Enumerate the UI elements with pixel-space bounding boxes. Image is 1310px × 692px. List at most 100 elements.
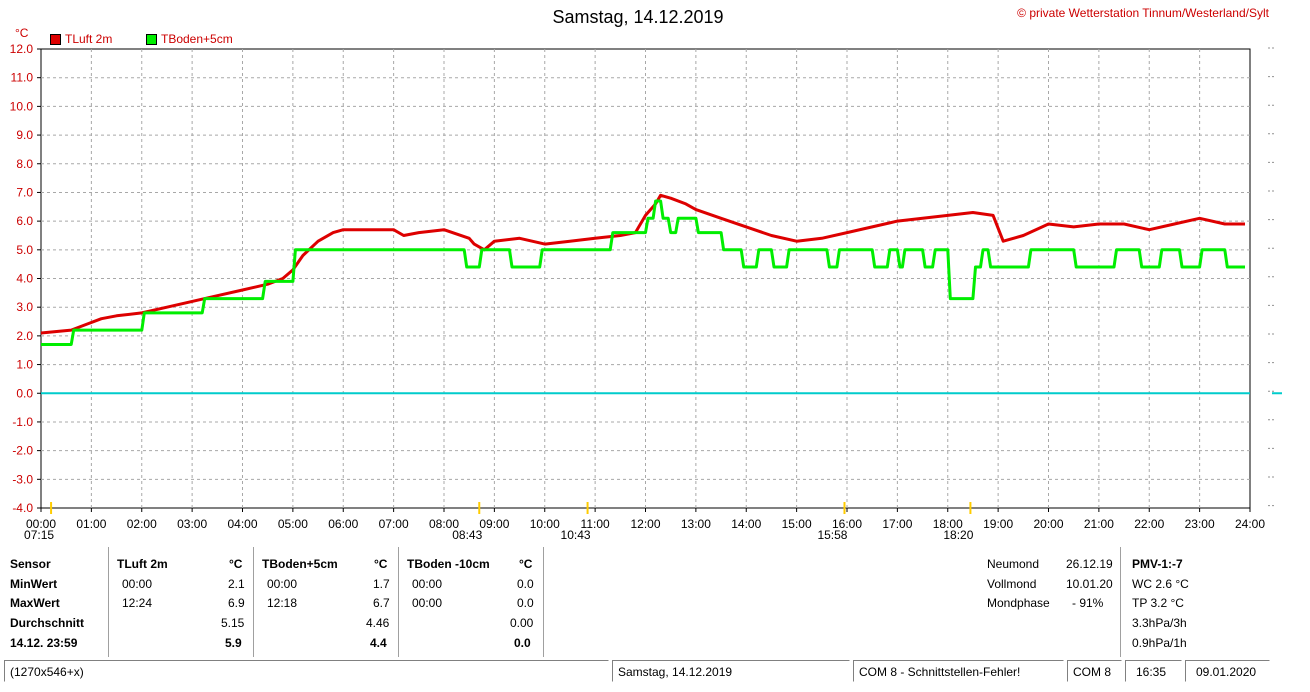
- min-tluft: 2.1: [228, 577, 245, 591]
- max-tluft: 6.9: [228, 596, 245, 610]
- x-tick-label: 04:00: [227, 517, 257, 531]
- y-tick-label: 2.0: [16, 329, 33, 343]
- min-tboden5: 1.7: [373, 577, 390, 591]
- sensor-name-tboden10: TBoden -10cm: [407, 557, 490, 571]
- row-label-max: MaxWert: [10, 596, 60, 610]
- legend-tluft: TLuft 2m: [50, 32, 112, 46]
- sensor-unit-tluft: °C: [229, 557, 243, 571]
- max-time-tboden5: 12:18: [267, 596, 298, 610]
- x-tick-label: 07:00: [379, 517, 409, 531]
- moon-value-phase: - 91%: [1072, 596, 1104, 610]
- y-tick-label: -3.0: [12, 472, 33, 486]
- sensor-unit-tboden5: °C: [374, 557, 388, 571]
- avg-tluft: 5.15: [221, 616, 245, 630]
- min-time-tboden5: 00:00: [267, 577, 298, 591]
- legend-label-tboden: TBoden+5cm: [161, 32, 233, 46]
- event-label: 08:43: [452, 528, 482, 542]
- max-tboden10: 0.0: [517, 596, 534, 610]
- x-tick-label: 05:00: [278, 517, 308, 531]
- x-tick-label: 03:00: [177, 517, 207, 531]
- status-time: 16:35: [1125, 660, 1182, 682]
- event-label: 10:43: [561, 528, 591, 542]
- sensor-name-tluft: TLuft 2m: [117, 557, 168, 571]
- legend-label-tluft: TLuft 2m: [65, 32, 113, 46]
- x-tick-label: 21:00: [1084, 517, 1114, 531]
- x-tick-label: 20:00: [1033, 517, 1063, 531]
- x-tick-label: 18:00: [933, 517, 963, 531]
- pmv-line-tp: TP 3.2 °C: [1132, 596, 1184, 610]
- row-label-sensor: Sensor: [10, 557, 51, 571]
- status-com-error: COM 8 - Schnittstellen-Fehler!: [853, 660, 1064, 682]
- avg-tboden5: 4.46: [366, 616, 390, 630]
- x-tick-label: 14:00: [731, 517, 761, 531]
- current-tboden10: 0.0: [514, 636, 531, 650]
- y-tick-label: 8.0: [16, 157, 33, 171]
- status-today: 09.01.2020: [1185, 660, 1270, 682]
- legend-swatch-red: [50, 33, 61, 45]
- max-time-tboden10: 00:00: [412, 596, 443, 610]
- y-tick-label: 10.0: [10, 99, 34, 113]
- series-line-tluft: [40, 193, 1245, 335]
- avg-tboden10: 0.00: [510, 616, 534, 630]
- row-label-avg: Durchschnitt: [10, 616, 85, 630]
- min-time-tboden10: 00:00: [412, 577, 443, 591]
- x-tick-label: 10:00: [530, 517, 560, 531]
- y-tick-label: -1.0: [12, 415, 33, 429]
- moon-value-new: 26.12.19: [1066, 557, 1113, 571]
- temperature-chart: 12.0 11.0 10.0 9.0 8.0 7.0 6.0 5.0 4.0 3.0 2.0 1.0 0…: [10, 42, 1282, 542]
- x-tick-label: 09:00: [479, 517, 509, 531]
- x-tick-label: 01:00: [76, 517, 106, 531]
- x-tick-label: 00:00: [26, 517, 56, 531]
- event-label: 07:15: [24, 528, 54, 542]
- x-tick-label: 23:00: [1185, 517, 1215, 531]
- x-tick-label: 24:00: [1235, 517, 1265, 531]
- y-tick-label: 1.0: [16, 358, 33, 372]
- moon-value-full: 10.01.20: [1066, 577, 1113, 591]
- max-tboden5: 6.7: [373, 596, 390, 610]
- x-tick-label: 16:00: [832, 517, 862, 531]
- y-tick-label: 5.0: [16, 243, 33, 257]
- x-tick-label: 17:00: [882, 517, 912, 531]
- status-date: Samstag, 14.12.2019: [612, 660, 850, 682]
- y-tick-label: 0.0: [16, 386, 33, 400]
- copyright-text: © private Wetterstation Tinnum/Westerlan…: [1017, 6, 1269, 20]
- x-tick-label: 08:00: [429, 517, 459, 531]
- row-label-min: MinWert: [10, 577, 58, 591]
- x-tick-label: 12:00: [630, 517, 660, 531]
- event-label: 18:20: [943, 528, 973, 542]
- y-unit-label: °C: [15, 26, 29, 40]
- status-size: (1270x546+x): [4, 660, 609, 682]
- legend-tboden: TBoden+5cm: [146, 32, 233, 46]
- page-title: Samstag, 14.12.2019: [552, 7, 724, 27]
- status-bar: (1270x546+x) Samstag, 14.12.2019 COM 8 -…: [0, 658, 1276, 686]
- pmv-line-wc: WC 2.6 °C: [1132, 577, 1189, 591]
- moon-label-full: Vollmond: [987, 577, 1037, 591]
- max-time-tluft: 12:24: [122, 596, 153, 610]
- y-tick-label: 6.0: [16, 214, 33, 228]
- pmv-line-p3h: 3.3hPa/3h: [1132, 616, 1187, 630]
- x-tick-label: 02:00: [127, 517, 157, 531]
- event-label: 15:58: [817, 528, 847, 542]
- x-tick-label: 22:00: [1134, 517, 1164, 531]
- y-tick-label: 4.0: [16, 272, 33, 286]
- x-tick-label: 19:00: [983, 517, 1013, 531]
- y-tick-label: 9.0: [16, 128, 33, 142]
- pmv-line-p1h: 0.9hPa/1h: [1132, 636, 1187, 650]
- y-tick-label: 3.0: [16, 300, 33, 314]
- y-tick-label: 12.0: [10, 42, 34, 56]
- y-tick-label: -2.0: [12, 444, 33, 458]
- row-label-current: 14.12. 23:59: [10, 636, 78, 650]
- x-tick-label: 11:00: [581, 517, 610, 531]
- x-tick-label: 15:00: [782, 517, 812, 531]
- stats-panel: Sensor MinWert MaxWert Durchschnitt 14.1…: [0, 547, 1270, 657]
- min-tboden10: 0.0: [517, 577, 534, 591]
- y-tick-label: 11.0: [11, 71, 34, 85]
- legend-swatch-green: [146, 33, 157, 45]
- sensor-name-tboden5: TBoden+5cm: [262, 557, 338, 571]
- y-tick-label: -4.0: [12, 501, 33, 515]
- moon-label-new: Neumond: [987, 557, 1040, 571]
- x-tick-label: 06:00: [328, 517, 358, 531]
- sensor-unit-tboden10: °C: [519, 557, 533, 571]
- status-port: COM 8: [1067, 660, 1122, 682]
- moon-label-phase: Mondphase: [987, 596, 1050, 610]
